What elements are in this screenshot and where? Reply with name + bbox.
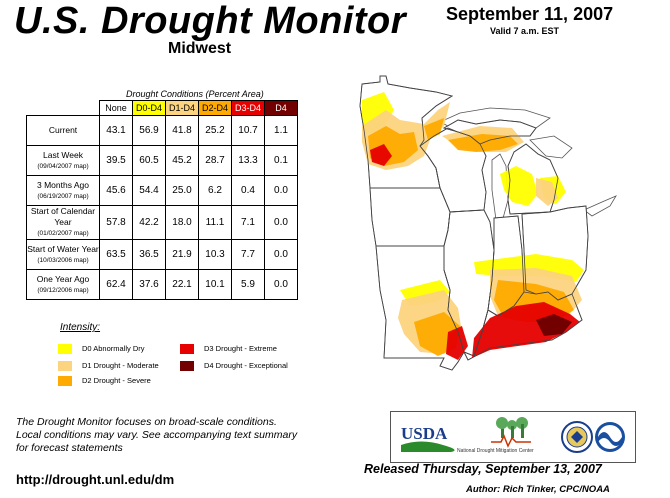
table-row: Last Week (09/04/2007 map) 39.5 60.5 45.2… bbox=[26, 145, 298, 176]
table-cell: 39.5 bbox=[99, 145, 133, 176]
noaa-logo-icon bbox=[595, 422, 625, 452]
legend-title: Intensity: bbox=[60, 322, 101, 333]
table-cell: 10.7 bbox=[231, 115, 265, 146]
table-cell: 11.1 bbox=[198, 205, 232, 240]
table-cell: 36.5 bbox=[132, 239, 166, 270]
col-none: None bbox=[99, 100, 133, 116]
author-credit: Author: Rich Tinker, CPC/NOAA bbox=[466, 484, 610, 495]
legend-swatch bbox=[58, 361, 72, 372]
legend-swatch bbox=[58, 344, 72, 355]
table-cell: 60.5 bbox=[132, 145, 166, 176]
table-cell: 62.4 bbox=[99, 269, 133, 300]
row-label: Last Week (09/04/2007 map) bbox=[26, 145, 100, 176]
legend-swatch bbox=[180, 344, 194, 355]
table-header-row: None D0-D4 D1-D4 D2-D4 D3-D4 D4 bbox=[27, 100, 298, 116]
table-cell: 5.9 bbox=[231, 269, 265, 300]
ndmc-logo-icon bbox=[491, 417, 531, 448]
usda-logo-text: USDA bbox=[401, 424, 448, 443]
table-row: Current 43.1 56.9 41.8 25.2 10.7 1.1 bbox=[26, 115, 298, 146]
table-row: Start of Calendar Year (01/02/2007 map) 5… bbox=[26, 205, 298, 240]
table-cell: 45.6 bbox=[99, 175, 133, 206]
legend-item-d4: D4 Drought - Exceptional bbox=[180, 361, 288, 372]
table-cell: 37.6 bbox=[132, 269, 166, 300]
website-link[interactable]: http://drought.unl.edu/dm bbox=[16, 472, 175, 487]
header-blank-cell bbox=[27, 101, 100, 116]
release-date: Released Thursday, September 13, 2007 bbox=[364, 462, 602, 476]
table-cell: 42.2 bbox=[132, 205, 166, 240]
row-label: One Year Ago (09/12/2006 map) bbox=[26, 269, 100, 300]
table-cell: 10.3 bbox=[198, 239, 232, 270]
table-cell: 41.8 bbox=[165, 115, 199, 146]
row-label: Start of Water Year (10/03/2006 map) bbox=[26, 239, 100, 270]
table-cell: 7.7 bbox=[231, 239, 265, 270]
ndmc-logo-text: National Drought Mitigation Center bbox=[457, 448, 534, 454]
disclaimer-note: The Drought Monitor focuses on broad-sca… bbox=[16, 416, 298, 454]
table-cell: 7.1 bbox=[231, 205, 265, 240]
table-cell: 63.5 bbox=[99, 239, 133, 270]
legend-swatch bbox=[180, 361, 194, 372]
legend-item-d0: D0 Abnormally Dry bbox=[58, 344, 145, 355]
table-cell: 0.1 bbox=[264, 145, 298, 176]
table-row: Start of Water Year (10/03/2006 map) 63.5… bbox=[26, 239, 298, 270]
table-cell: 57.8 bbox=[99, 205, 133, 240]
table-cell: 21.9 bbox=[165, 239, 199, 270]
drought-map bbox=[359, 75, 617, 371]
table-cell: 10.1 bbox=[198, 269, 232, 300]
table-cell: 0.0 bbox=[264, 175, 298, 206]
usda-logo-icon bbox=[401, 441, 455, 452]
table-cell: 18.0 bbox=[165, 205, 199, 240]
row-label: Start of Calendar Year (01/02/2007 map) bbox=[26, 205, 100, 240]
row-label: 3 Months Ago (06/19/2007 map) bbox=[26, 175, 100, 206]
table-cell: 0.0 bbox=[264, 239, 298, 270]
table-cell: 0.0 bbox=[264, 205, 298, 240]
table-row: 3 Months Ago (06/19/2007 map) 45.6 54.4 2… bbox=[26, 175, 298, 206]
table-cell: 0.0 bbox=[264, 269, 298, 300]
region-name: Midwest bbox=[168, 40, 232, 57]
row-label: Current bbox=[26, 115, 100, 146]
col-d2-d4: D2-D4 bbox=[198, 100, 232, 116]
legend-item-d3: D3 Drought - Extreme bbox=[180, 344, 277, 355]
table-cell: 43.1 bbox=[99, 115, 133, 146]
table-cell: 25.0 bbox=[165, 175, 199, 206]
state-iowa bbox=[369, 187, 451, 247]
map-title: U.S. Drought Monitor bbox=[14, 0, 407, 42]
drought-conditions-table: None D0-D4 D1-D4 D2-D4 D3-D4 D4 Current … bbox=[26, 100, 298, 300]
legend-item-d2: D2 Drought - Severe bbox=[58, 376, 151, 387]
table-caption: Drought Conditions (Percent Area) bbox=[126, 89, 264, 99]
table-cell: 1.1 bbox=[264, 115, 298, 146]
col-d4: D4 bbox=[264, 100, 298, 116]
table-cell: 0.4 bbox=[231, 175, 265, 206]
drought-d4-areas bbox=[536, 314, 572, 336]
table-cell: 22.1 bbox=[165, 269, 199, 300]
map-date: September 11, 2007 bbox=[446, 4, 614, 24]
valid-time: Valid 7 a.m. EST bbox=[490, 26, 560, 36]
state-outlines bbox=[359, 75, 589, 371]
table-row: One Year Ago (09/12/2006 map) 62.4 37.6 2… bbox=[26, 269, 298, 300]
legend-swatch bbox=[58, 376, 72, 387]
table-cell: 56.9 bbox=[132, 115, 166, 146]
table-cell: 25.2 bbox=[198, 115, 232, 146]
table-cell: 13.3 bbox=[231, 145, 265, 176]
table-cell: 28.7 bbox=[198, 145, 232, 176]
col-d0-d4: D0-D4 bbox=[132, 100, 166, 116]
legend-item-d1: D1 Drought - Moderate bbox=[58, 361, 159, 372]
partner-logos: USDA National Drought Mitigation Center bbox=[390, 411, 636, 463]
table-cell: 6.2 bbox=[198, 175, 232, 206]
commerce-seal-icon bbox=[561, 421, 593, 453]
table-cell: 54.4 bbox=[132, 175, 166, 206]
col-d1-d4: D1-D4 bbox=[165, 100, 199, 116]
table-cell: 45.2 bbox=[165, 145, 199, 176]
col-d3-d4: D3-D4 bbox=[231, 100, 265, 116]
